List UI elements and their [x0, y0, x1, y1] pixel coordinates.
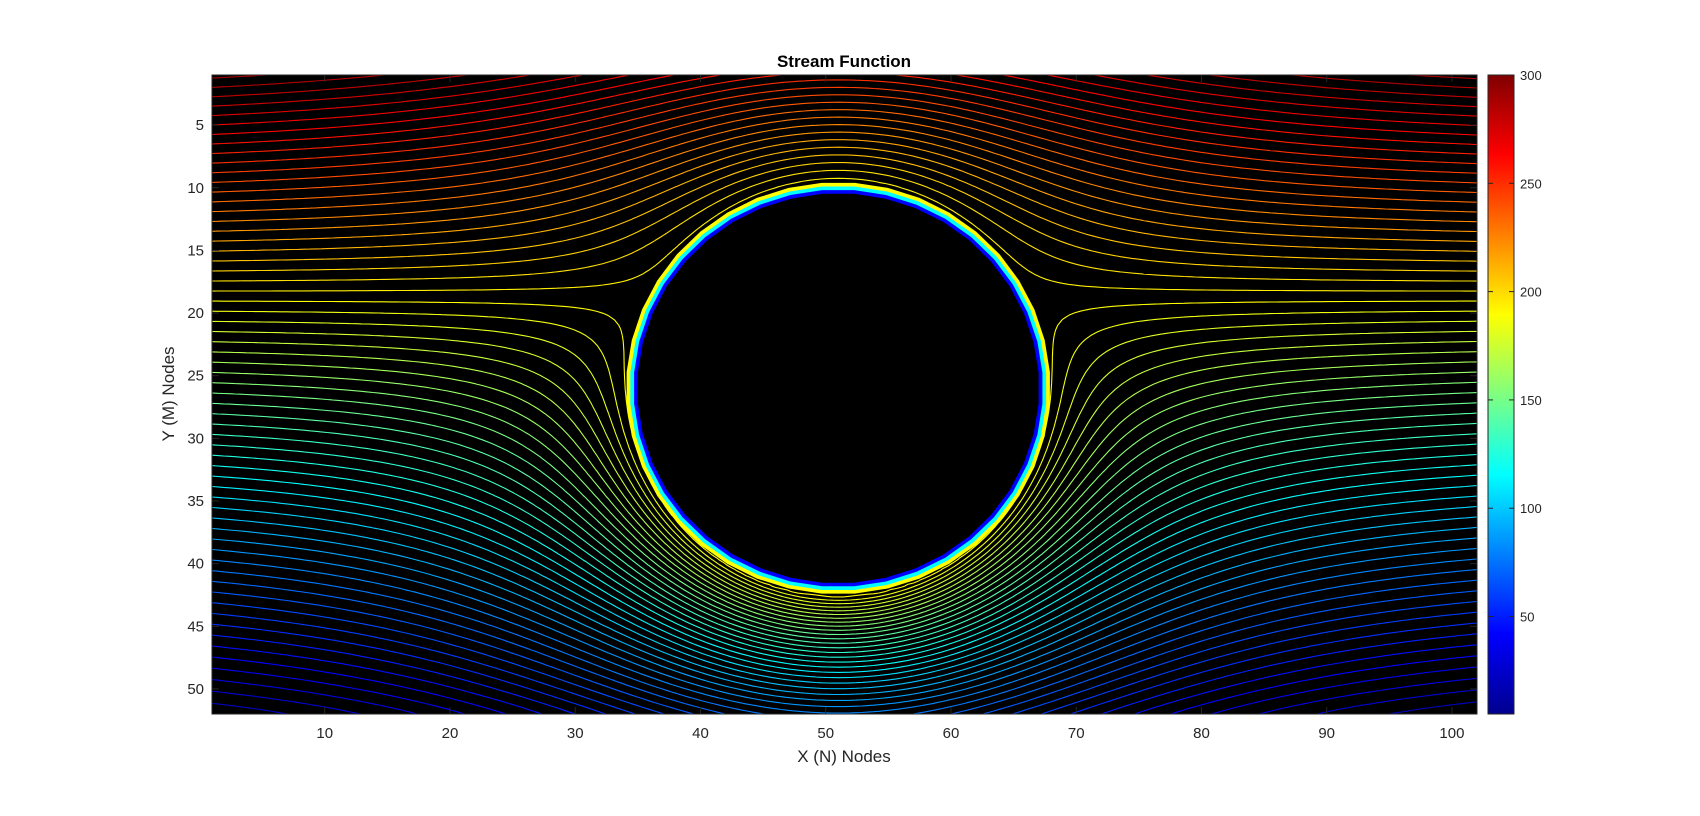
x-tick-label: 10 — [316, 725, 333, 742]
stream-line — [212, 579, 1477, 714]
plot-frame — [211, 74, 1478, 715]
stream-line — [212, 75, 1477, 89]
x-tick-label: 20 — [442, 725, 459, 742]
stream-line — [212, 689, 1477, 714]
y-tick-label: 10 — [187, 180, 204, 197]
stream-line — [212, 402, 1477, 636]
stream-line — [212, 131, 1477, 233]
stream-line — [212, 495, 1477, 679]
stream-line — [212, 351, 1477, 616]
stream-line — [212, 177, 1477, 292]
y-tick-label: 45 — [187, 618, 204, 635]
stream-line — [212, 464, 1477, 663]
y-tick-label: 40 — [187, 556, 204, 573]
stream-line — [212, 666, 1477, 714]
y-axis-label: Y (M) Nodes — [159, 346, 178, 441]
stream-line — [212, 392, 1477, 631]
stream-line — [212, 75, 1477, 117]
stream-line — [212, 75, 1477, 127]
colorbar-tick-label: 300 — [1520, 68, 1542, 83]
stream-line — [212, 453, 1477, 658]
colorbar-tick-label: 100 — [1520, 501, 1542, 516]
stream-line — [212, 101, 1477, 194]
stream-line — [212, 340, 1477, 612]
colorbar-tick-label: 250 — [1520, 176, 1542, 191]
stream-line — [212, 433, 1477, 649]
colorbar-axis: 50 100 150 200 250 300 — [1488, 68, 1542, 625]
stream-line — [212, 412, 1477, 640]
stream-line — [212, 590, 1477, 714]
stream-line — [212, 320, 1477, 605]
y-tick-label: 20 — [187, 305, 204, 322]
x-tick-label: 70 — [1068, 725, 1085, 742]
x-tick-label: 100 — [1439, 725, 1464, 742]
y-tick-label: 25 — [187, 368, 204, 385]
stream-line — [212, 371, 1477, 623]
stream-line — [212, 146, 1477, 252]
x-tick-label: 80 — [1193, 725, 1210, 742]
y-tick-label: 15 — [187, 242, 204, 259]
y-axis: 5 10 15 20 25 30 35 40 45 50 — [187, 117, 1477, 698]
x-tick-label: 30 — [567, 725, 584, 742]
stream-line — [212, 75, 1477, 155]
stream-line — [212, 655, 1477, 714]
stream-line — [212, 677, 1477, 714]
x-axis-label: X (N) Nodes — [797, 747, 891, 766]
x-tick-label: 50 — [817, 725, 834, 742]
stream-line — [212, 154, 1477, 262]
obstacle — [626, 182, 1050, 594]
stream-line — [212, 169, 1477, 282]
stream-line — [212, 75, 1477, 108]
x-tick-label: 90 — [1318, 725, 1335, 742]
stream-line — [212, 361, 1477, 619]
stream-line — [212, 162, 1477, 272]
stream-line — [212, 611, 1477, 714]
stream-line — [212, 600, 1477, 714]
stream-line — [212, 558, 1477, 714]
colorbar — [1487, 74, 1515, 715]
stream-line — [212, 310, 1477, 601]
stream-line — [212, 443, 1477, 654]
colorbar-tick-label: 200 — [1520, 285, 1542, 300]
stream-line — [212, 526, 1477, 696]
stream-line — [212, 94, 1477, 184]
stream-line — [212, 381, 1477, 627]
y-tick-label: 50 — [187, 681, 204, 698]
colorbar-tick-label: 50 — [1520, 610, 1534, 625]
stream-line — [212, 139, 1477, 242]
stream-line — [212, 109, 1477, 203]
stream-line — [212, 75, 1477, 136]
stream-line — [212, 79, 1477, 165]
stream-line — [212, 75, 1477, 98]
stream-line — [212, 330, 1477, 608]
x-tick-label: 60 — [943, 725, 960, 742]
stream-line — [212, 75, 1477, 146]
stream-line — [212, 622, 1477, 714]
stream-line — [212, 547, 1477, 708]
chart-title: Stream Function — [777, 52, 911, 71]
stream-line — [212, 422, 1477, 644]
obstacle-body — [637, 193, 1039, 583]
stream-line — [212, 633, 1477, 714]
stream-line — [212, 474, 1477, 668]
stream-line — [212, 569, 1477, 714]
stream-line — [212, 537, 1477, 701]
x-axis: 10 20 30 40 50 60 70 80 90 100 — [316, 75, 1464, 742]
y-tick-label: 30 — [187, 430, 204, 447]
y-tick-label: 35 — [187, 493, 204, 510]
colorbar-tick-label: 150 — [1520, 393, 1542, 408]
stream-line — [212, 124, 1477, 223]
y-tick-label: 5 — [196, 117, 204, 134]
stream-line — [212, 86, 1477, 174]
stream-line — [212, 505, 1477, 684]
x-tick-label: 40 — [692, 725, 709, 742]
stream-line — [212, 485, 1477, 673]
stream-line — [212, 116, 1477, 213]
